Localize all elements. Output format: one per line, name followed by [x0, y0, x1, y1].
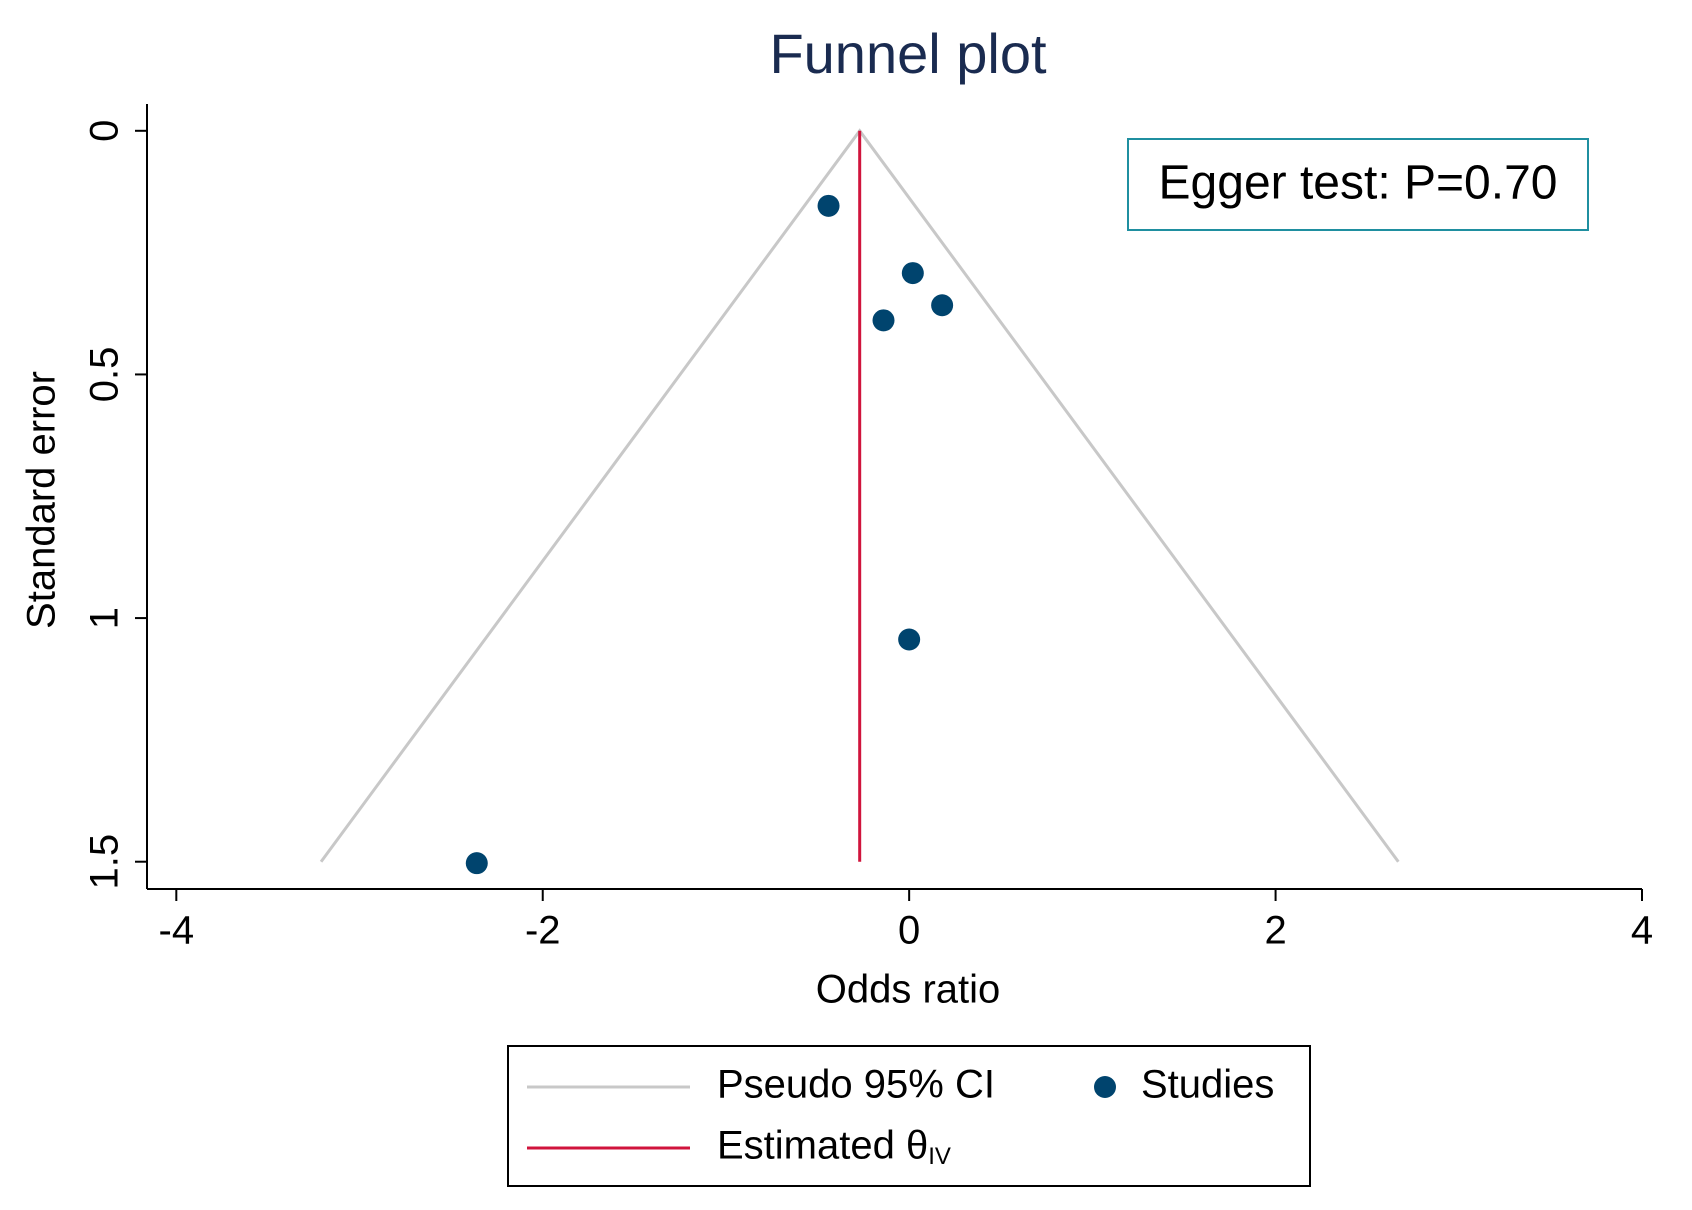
study-point: [931, 294, 954, 317]
study-point: [817, 194, 840, 217]
legend-box: [507, 1045, 1311, 1187]
annotation: Egger test: P=0.70: [1159, 157, 1558, 210]
x-axis-title: Odds ratio: [816, 968, 1001, 1012]
x-tick-label: 0: [898, 909, 920, 953]
x-tick-label: -4: [159, 909, 195, 953]
study-point: [465, 852, 488, 875]
y-axis-title: Standard error: [20, 371, 64, 629]
y-tick-label: 0: [83, 120, 127, 142]
x-tick-label: 4: [1631, 909, 1653, 953]
x-tick-label: 2: [1264, 909, 1286, 953]
legend-subscript: IV: [928, 1143, 951, 1170]
chart-title: Funnel plot: [769, 22, 1047, 85]
y-tick-label: 0.5: [83, 347, 127, 403]
study-point: [898, 628, 921, 651]
annotation-box: [1127, 138, 1589, 231]
study-point: [872, 309, 895, 332]
legend-label: Pseudo 95% CI: [717, 1063, 995, 1107]
legend-marker: [1094, 1076, 1116, 1098]
y-tick-label: 1: [83, 607, 127, 629]
legend-label: Studies: [1141, 1063, 1274, 1107]
legend-label: Estimated θIV: [717, 1124, 951, 1171]
y-tick-label: 1.5: [83, 834, 127, 890]
study-point: [901, 262, 924, 285]
x-tick-label: -2: [525, 909, 561, 953]
